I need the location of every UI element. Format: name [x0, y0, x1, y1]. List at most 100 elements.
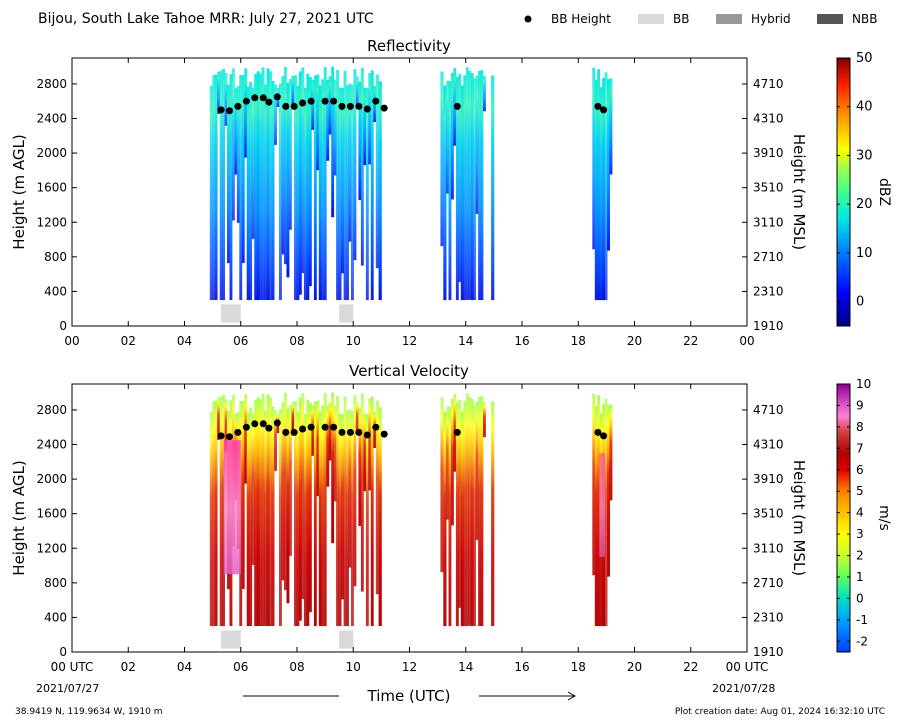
y-tick-label-right: 3910 [753, 472, 784, 486]
field-streak [336, 395, 339, 627]
field-streak [343, 70, 347, 301]
field-streak [284, 66, 287, 265]
field-streak [296, 411, 300, 627]
field-streak [266, 394, 270, 627]
reflectivity-ylabel-left: Height (m AGL) [10, 134, 28, 249]
legend-label: BB Height [551, 12, 611, 26]
legend-label: BB [673, 12, 689, 26]
field-streak [355, 402, 359, 432]
field-streak [271, 406, 275, 626]
field-streak [256, 71, 260, 300]
field-streak [443, 85, 447, 301]
y-tick-label-right: 2310 [753, 284, 784, 298]
field-streak [286, 408, 290, 604]
field-streak [607, 79, 610, 251]
field-streak [301, 67, 305, 274]
field-streak [358, 407, 362, 526]
bb-height-point [330, 97, 338, 105]
field-streak [592, 67, 596, 250]
field-streak [480, 396, 484, 626]
field-streak [289, 405, 292, 556]
x-tick-label: 16 [514, 660, 529, 674]
field-streak [360, 393, 364, 592]
reflectivity-bb-height-markers [217, 93, 608, 115]
y-tick-label: 2800 [36, 403, 67, 417]
field-streak [348, 409, 352, 568]
field-streak [365, 413, 369, 627]
y-tick-label-right: 2710 [753, 576, 784, 590]
x-tick-label: 02 [121, 660, 136, 674]
colorbar-tick-label: 10 [856, 246, 873, 261]
field-streak [291, 75, 295, 110]
field-streak [597, 69, 601, 301]
y-tick-label-right: 3510 [753, 507, 784, 521]
x-tick-label: 06 [233, 660, 248, 674]
field-streak [234, 88, 238, 175]
velocity-panel: Vertical Velocity 00 UTC 02 04 06 08 10 12 14 16… [10, 362, 892, 674]
bb-height-point [265, 98, 273, 106]
field-streak [316, 74, 320, 171]
legend-marker-bb-height [524, 15, 532, 23]
y-tick-label-right: 1910 [753, 319, 784, 333]
field-streak [375, 400, 379, 595]
bb-height-point [259, 94, 267, 102]
field-streak [480, 70, 484, 300]
y-tick-label: 1600 [36, 507, 67, 521]
field-streak [604, 72, 608, 301]
field-streak [594, 406, 598, 627]
field-streak [259, 399, 262, 626]
x-tick-label: 10 [346, 660, 361, 674]
bb-height-point [346, 428, 354, 436]
bb-height-point [265, 424, 273, 432]
colorbar-tick-label: 8 [856, 420, 864, 434]
field-streak [326, 79, 330, 161]
bb-height-point [363, 105, 371, 113]
colorbar-tick-label: 0 [856, 295, 864, 310]
velocity-ylabel-right: Height (m MSL) [790, 460, 808, 576]
colorbar-tick-label: 40 [856, 100, 873, 115]
velocity-axes: 00 UTC 02 04 06 08 10 12 14 16 18 20 22 00 UTC040080… [36, 384, 784, 674]
y-tick-label-right: 3510 [753, 181, 784, 195]
field-streak [370, 70, 374, 300]
field-streak [604, 398, 608, 627]
field-streak [465, 67, 469, 301]
field-streak [378, 81, 382, 301]
reflectivity-colorbar: 0 10 20 30 40 50 dBZ [836, 51, 892, 327]
reflectivity-axes: 00 02 04 06 08 10 12 14 16 18 20 22 0004008001200160… [36, 58, 784, 348]
colorbar-label: dBZ [876, 178, 892, 206]
colorbar-gradient [836, 383, 851, 653]
colorbar-tick-label: 20 [856, 197, 873, 212]
field-streak [602, 77, 606, 301]
field-streak [336, 69, 339, 301]
reflectivity-panel: Reflectivity 00 02 04 06 08 10 12 14 16 18 20 22 000… [10, 37, 892, 348]
field-streak [244, 68, 248, 158]
field-streak [355, 76, 359, 106]
field-streak [296, 85, 300, 301]
field-streak [249, 407, 253, 626]
field-streak [318, 85, 322, 300]
colorbar-gradient [836, 57, 851, 327]
field-streak [311, 405, 315, 456]
x-tick-label: 10 [346, 334, 361, 348]
field-streak [446, 406, 449, 520]
field-streak [448, 406, 452, 627]
legend-label: NBB [852, 12, 877, 26]
field-streak [465, 393, 469, 626]
field-streak [306, 399, 310, 626]
field-streak [470, 399, 474, 627]
colorbar-tick-label: 1 [856, 570, 864, 584]
bb-height-point [600, 106, 608, 114]
field-streak [341, 87, 344, 274]
bb-height-point [226, 433, 233, 441]
x-tick-label: 04 [177, 660, 192, 674]
field-streak [353, 395, 357, 587]
y-tick-label: 800 [44, 250, 67, 264]
bb-height-point [273, 93, 281, 101]
field-streak [341, 413, 344, 600]
start-date-label: 2021/07/27 [36, 682, 99, 695]
field-streak [308, 77, 312, 287]
colorbar-tick-label: 5 [856, 484, 864, 498]
bb-height-point [453, 428, 461, 436]
x-tick-label: 16 [514, 334, 529, 348]
